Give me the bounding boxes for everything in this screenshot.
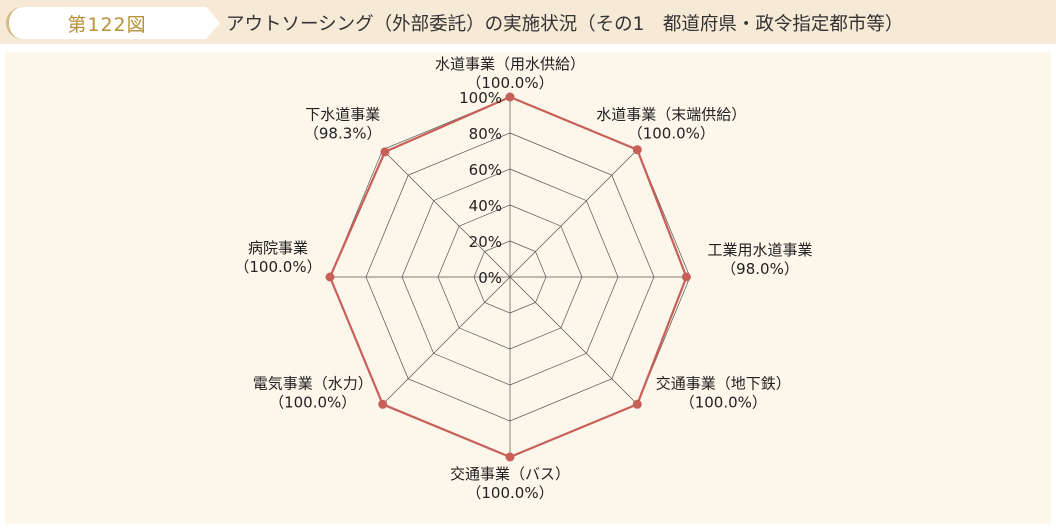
data-point <box>380 147 390 157</box>
axis-tick-label: 0% <box>478 269 502 287</box>
data-point <box>325 272 335 282</box>
figure-title: アウトソーシング（外部委託）の実施状況（その1 都道府県・政令指定都市等） <box>226 14 904 35</box>
value-label: （100.0%） <box>269 393 356 411</box>
category-label: 電気事業（水力） <box>253 374 373 392</box>
axis-tick-label: 20% <box>469 233 502 251</box>
spoke-line <box>382 276 511 405</box>
value-label: （100.0%） <box>680 393 767 411</box>
axis-tick-label: 40% <box>469 197 502 215</box>
spoke-line <box>382 149 511 278</box>
value-label: （100.0%） <box>466 484 553 502</box>
radial-axis-ticks: 0% 20% 40% 60% 80% 100% <box>459 89 502 287</box>
category-label: 水道事業（末端供給） <box>596 106 746 124</box>
spoke-line <box>509 149 638 278</box>
radar-series <box>325 92 691 462</box>
data-point <box>681 272 691 282</box>
data-point <box>632 145 642 155</box>
figure-number-tab: 第122図 <box>6 7 220 39</box>
value-label: （100.0%） <box>628 125 715 143</box>
category-label: 下水道事業 <box>305 106 380 124</box>
data-point <box>505 452 515 462</box>
figure-number: 第122図 <box>67 13 147 36</box>
category-label: 工業用水道事業 <box>707 241 812 259</box>
value-label: （100.0%） <box>466 74 553 92</box>
figure-header: 第122図 アウトソーシング（外部委託）の実施状況（その1 都道府県・政令指定都… <box>0 0 1056 44</box>
data-point <box>378 399 388 409</box>
category-label: 交通事業（バス） <box>450 465 570 483</box>
value-label: （98.0%） <box>721 260 799 278</box>
axis-tick-label: 60% <box>469 161 502 179</box>
axis-tick-label: 100% <box>459 89 502 107</box>
category-label: 病院事業 <box>248 239 308 257</box>
data-point <box>632 399 642 409</box>
axis-tick-label: 80% <box>469 125 502 143</box>
chart-panel <box>5 52 1051 524</box>
category-labels: 水道事業（用水供給）（100.0%）水道事業（末端供給）（100.0%）工業用水… <box>234 55 812 502</box>
radar-grid <box>329 96 691 458</box>
value-label: （100.0%） <box>234 258 321 276</box>
category-label: 交通事業（地下鉄） <box>656 374 791 392</box>
value-label: （98.3%） <box>304 125 382 143</box>
category-label: 水道事業（用水供給） <box>435 55 585 73</box>
data-point <box>505 92 515 102</box>
spoke-line <box>509 276 638 405</box>
